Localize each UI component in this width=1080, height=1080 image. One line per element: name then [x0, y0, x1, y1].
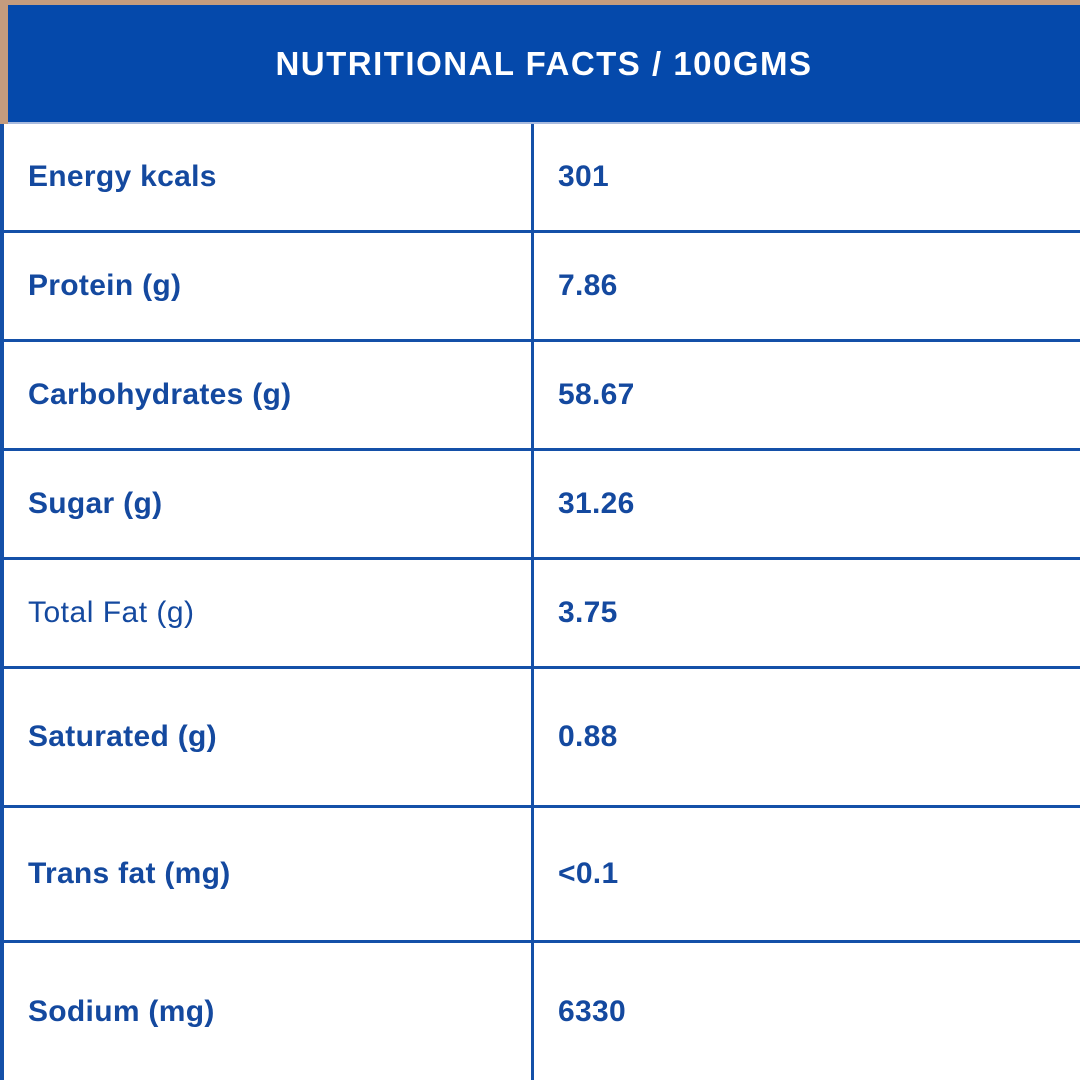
nutrient-value: <0.1 — [558, 857, 619, 890]
nutrient-value: 3.75 — [558, 596, 618, 629]
nutrient-label: Sugar (g) — [4, 451, 534, 557]
nutrition-table: Energy kcals 301 Protein (g) 7.86 Carboh… — [0, 124, 1080, 1080]
nutrient-label: Sodium (mg) — [4, 943, 534, 1080]
table-row: Trans fat (mg) <0.1 — [4, 808, 1080, 943]
nutrient-value: 0.88 — [558, 720, 618, 753]
table-row: Protein (g) 7.86 — [4, 233, 1080, 342]
nutrient-label: Energy kcals — [4, 124, 534, 230]
nutrient-label: Saturated (g) — [4, 669, 534, 805]
nutrient-value: 31.26 — [558, 487, 635, 520]
table-row: Total Fat (g) 3.75 — [4, 560, 1080, 669]
table-row: Sugar (g) 31.26 — [4, 451, 1080, 560]
table-row: Saturated (g) 0.88 — [4, 669, 1080, 808]
nutrient-label: Protein (g) — [4, 233, 534, 339]
table-header: NUTRITIONAL FACTS / 100GMS — [8, 5, 1080, 124]
table-row: Energy kcals 301 — [4, 124, 1080, 233]
nutrient-value: 58.67 — [558, 378, 635, 411]
nutrient-label: Trans fat (mg) — [4, 808, 534, 940]
nutrient-value: 6330 — [558, 994, 626, 1028]
table-row: Sodium (mg) 6330 — [4, 943, 1080, 1080]
table-row: Carbohydrates (g) 58.67 — [4, 342, 1080, 451]
tan-left-strip — [0, 0, 8, 124]
nutrient-value: 301 — [558, 160, 609, 193]
tan-top-strip — [0, 0, 1080, 5]
page-title: NUTRITIONAL FACTS / 100GMS — [275, 44, 813, 82]
nutrient-label: Carbohydrates (g) — [4, 342, 534, 448]
nutrient-value: 7.86 — [558, 269, 618, 302]
nutrient-label: Total Fat (g) — [4, 560, 534, 666]
